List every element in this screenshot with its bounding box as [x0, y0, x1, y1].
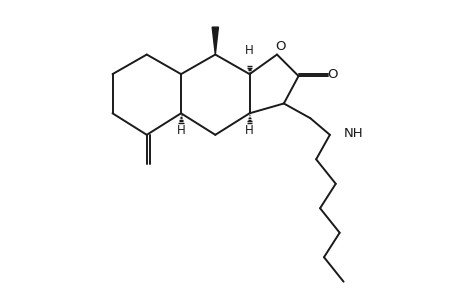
Text: O: O: [275, 40, 285, 53]
Text: H: H: [245, 124, 253, 137]
Polygon shape: [212, 27, 218, 55]
Text: O: O: [327, 68, 337, 81]
Text: NH: NH: [343, 127, 363, 140]
Text: H: H: [245, 44, 253, 58]
Text: H: H: [176, 124, 185, 137]
